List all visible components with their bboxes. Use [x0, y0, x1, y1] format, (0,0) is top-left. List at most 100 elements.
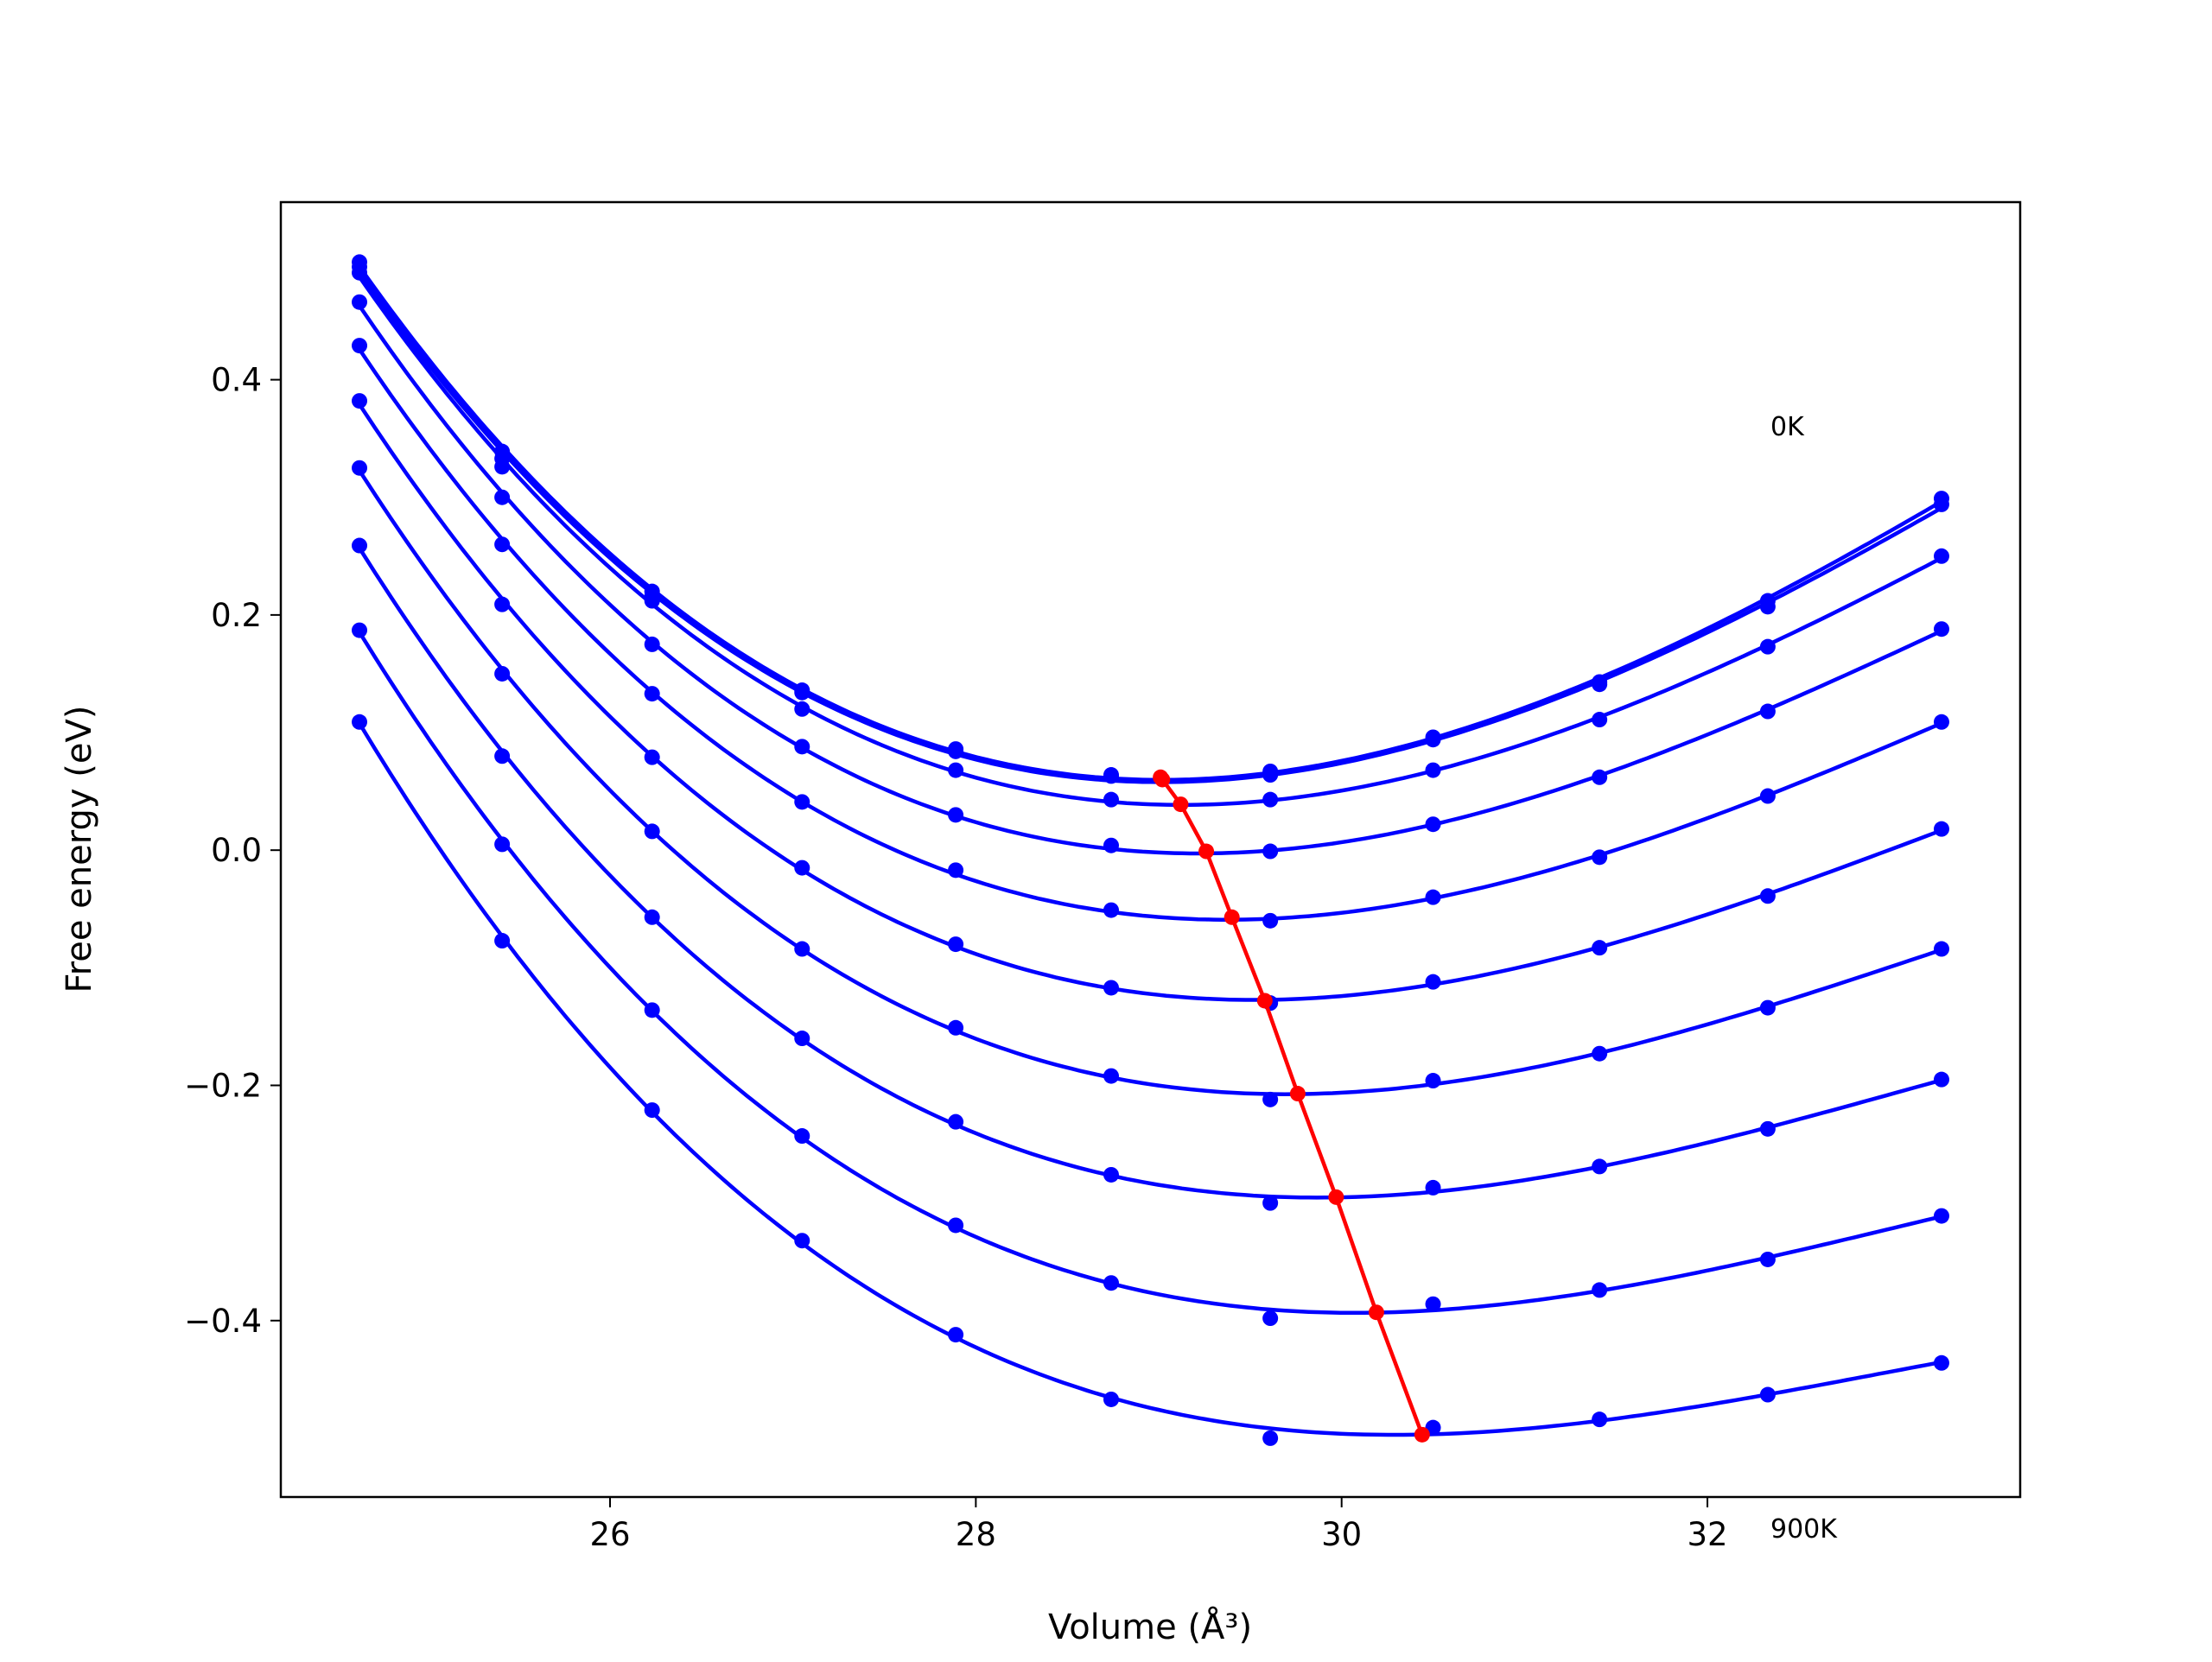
- data-point: [352, 714, 368, 730]
- data-point: [1425, 1296, 1441, 1312]
- data-point: [1592, 1045, 1608, 1062]
- data-point: [494, 836, 511, 853]
- data-point: [794, 739, 810, 755]
- fit-curve: [358, 276, 1943, 808]
- y-tick-label: −0.4: [184, 1303, 262, 1340]
- data-point: [644, 1002, 660, 1018]
- data-point: [1425, 1179, 1441, 1196]
- data-point: [1759, 999, 1776, 1016]
- data-point: [1592, 712, 1608, 728]
- data-point: [1759, 1120, 1776, 1137]
- data-point: [948, 1217, 964, 1234]
- data-point: [644, 749, 660, 765]
- data-point: [1262, 767, 1279, 783]
- data-point: [794, 860, 810, 876]
- fit-curve: [358, 547, 1942, 1200]
- fit-curve: [358, 348, 1942, 922]
- data-point: [794, 1128, 810, 1145]
- data-point: [794, 941, 810, 957]
- data-point: [644, 823, 660, 840]
- data-point: [1592, 1158, 1608, 1175]
- y-tick-label: 0.4: [211, 362, 262, 399]
- data-point: [1592, 1282, 1608, 1298]
- data-point: [1592, 769, 1608, 785]
- minimum-point: [1173, 796, 1189, 813]
- annotation: 0K: [1770, 412, 1805, 442]
- y-tick-label: 0.2: [211, 597, 262, 634]
- data-point: [494, 489, 511, 505]
- data-point: [494, 596, 511, 612]
- data-point: [1592, 849, 1608, 866]
- minimum-point: [1224, 909, 1240, 925]
- fit-curve: [358, 403, 1942, 1002]
- data-point: [1103, 1275, 1119, 1291]
- data-point: [352, 460, 368, 476]
- x-tick-label: 30: [1321, 1516, 1362, 1553]
- data-point: [1933, 821, 1949, 837]
- data-point: [1933, 1208, 1949, 1224]
- fit-curve: [358, 265, 1943, 783]
- data-point: [352, 338, 368, 354]
- x-tick-label: 28: [956, 1516, 996, 1553]
- data-point: [948, 743, 964, 759]
- data-point: [494, 748, 511, 764]
- data-point: [1759, 599, 1776, 615]
- data-point: [1262, 843, 1279, 860]
- data-point: [948, 762, 964, 778]
- data-point: [644, 686, 660, 702]
- data-point: [1103, 1068, 1119, 1084]
- data-point: [352, 622, 368, 638]
- fit-curve: [358, 304, 1942, 856]
- data-point: [1933, 941, 1949, 957]
- y-axis-label: Free energy (eV): [60, 706, 99, 993]
- minimum-point: [1256, 993, 1273, 1009]
- annotation: 900K: [1770, 1514, 1838, 1545]
- minimum-point: [1328, 1189, 1344, 1205]
- data-point: [1933, 496, 1949, 512]
- data-point: [1759, 1386, 1776, 1403]
- data-point: [494, 665, 511, 682]
- data-point: [794, 1031, 810, 1047]
- y-tick-label: −0.2: [184, 1067, 262, 1104]
- data-point: [352, 294, 368, 310]
- data-point: [1262, 1091, 1279, 1107]
- data-point: [644, 909, 660, 925]
- data-point: [1262, 1430, 1279, 1446]
- data-point: [948, 1327, 964, 1343]
- data-point: [1425, 889, 1441, 905]
- data-point: [1933, 714, 1949, 730]
- data-point: [494, 536, 511, 553]
- x-axis-label: Volume (Å³): [1048, 1606, 1252, 1647]
- data-point: [1933, 548, 1949, 564]
- data-point: [1759, 788, 1776, 804]
- minimum-point: [1154, 771, 1171, 788]
- data-point: [794, 701, 810, 717]
- data-point: [494, 933, 511, 949]
- data-point: [1103, 837, 1119, 853]
- data-point: [352, 264, 368, 281]
- data-point: [1425, 974, 1441, 990]
- data-point: [644, 636, 660, 652]
- data-point: [1933, 1071, 1949, 1088]
- fit-curve: [358, 469, 1942, 1096]
- data-point: [1262, 1195, 1279, 1211]
- x-tick-label: 32: [1687, 1516, 1727, 1553]
- data-point: [948, 862, 964, 879]
- data-point: [1759, 703, 1776, 720]
- data-point: [644, 593, 660, 609]
- data-point: [794, 684, 810, 701]
- fit-curve: [358, 271, 1943, 784]
- data-point: [1103, 980, 1119, 996]
- x-tick-label: 26: [589, 1516, 630, 1553]
- data-point: [1759, 1251, 1776, 1267]
- data-point: [1592, 1411, 1608, 1428]
- y-tick-label: 0.0: [211, 832, 262, 869]
- data-point: [1425, 816, 1441, 833]
- data-point: [1933, 1354, 1949, 1371]
- data-point: [948, 1113, 964, 1130]
- data-point: [1103, 1391, 1119, 1407]
- data-point: [1262, 791, 1279, 808]
